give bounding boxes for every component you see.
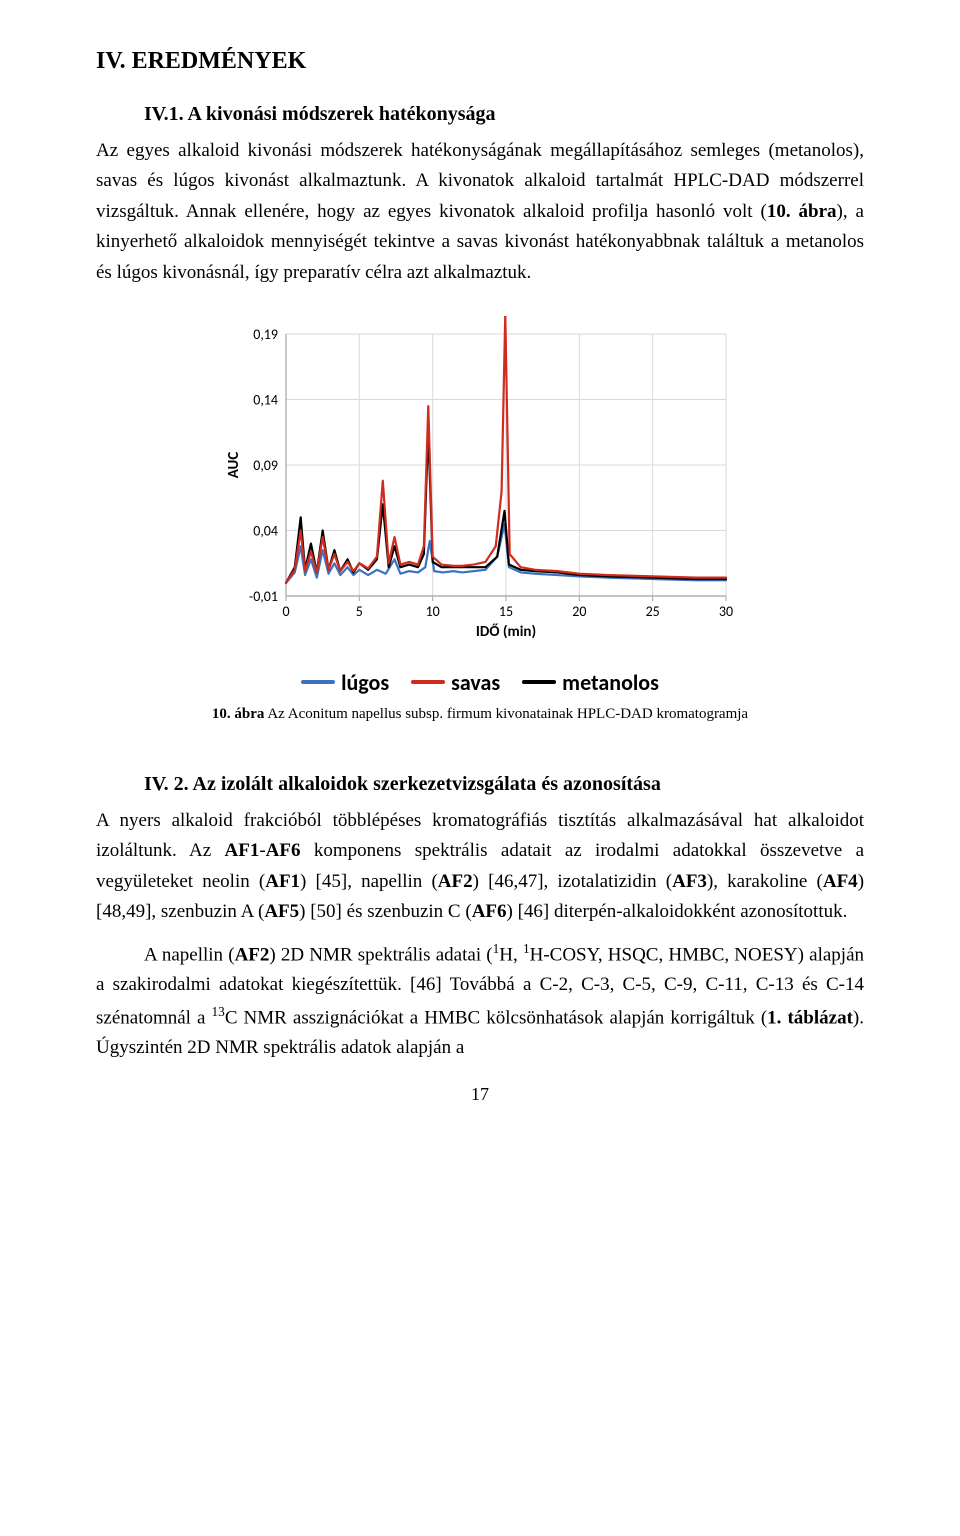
svg-text:IDŐ (min): IDŐ (min): [476, 622, 536, 641]
svg-text:-0,01: -0,01: [249, 588, 278, 605]
p1-text-a: Az egyes alkaloid kivonási módszerek hat…: [96, 140, 864, 222]
svg-text:0: 0: [282, 603, 289, 620]
caption-rest: Az Aconitum napellus subsp. firmum kivon…: [264, 706, 748, 722]
svg-text:0,14: 0,14: [253, 391, 278, 408]
s2p2-b: AF2: [235, 944, 270, 965]
chart-legend: lúgos savas metanolos: [220, 669, 740, 696]
s2p1-q: ) [46] diterpén-alkaloidokként azonosíto…: [507, 901, 848, 922]
s2p2-sup2: 1: [523, 941, 530, 956]
hplc-chromatogram-chart: -0,01 0,04 0,09 0,14 0,19 0 5 10 15 20 25 30 AUC IDŐ …: [220, 316, 740, 656]
svg-text:0,04: 0,04: [253, 522, 278, 539]
legend-item: metanolos: [522, 669, 659, 696]
section2-title: IV. 2. Az izolált alkaloidok szerkezetvi…: [96, 773, 864, 796]
legend-swatch: [522, 680, 556, 684]
svg-text:25: 25: [646, 603, 660, 620]
legend-item: lúgos: [301, 669, 389, 696]
page-h1: IV. EREDMÉNYEK: [96, 48, 864, 75]
s2p2-c: ) 2D NMR spektrális adatai (: [269, 944, 492, 965]
s2p2-g: 1. táblázat: [767, 1007, 853, 1028]
section2-p2: A napellin (AF2) 2D NMR spektrális adata…: [96, 938, 864, 1064]
chart-container: -0,01 0,04 0,09 0,14 0,19 0 5 10 15 20 25 30 AUC IDŐ …: [220, 316, 740, 696]
svg-text:5: 5: [356, 603, 363, 620]
s2p1-b: AF1: [225, 840, 260, 861]
s2p1-f: AF1: [265, 871, 300, 892]
s2p1-i: ) [46,47], izotalatizidin (: [473, 871, 672, 892]
s2p1-o: ) [50] és szenbuzin C (: [299, 901, 472, 922]
svg-text:0,19: 0,19: [253, 326, 278, 343]
section2-p1: A nyers alkaloid frakcióból többlépéses …: [96, 806, 864, 928]
svg-text:10: 10: [426, 603, 440, 620]
legend-label: lúgos: [341, 669, 389, 696]
figure-caption: 10. ábra Az Aconitum napellus subsp. fir…: [212, 706, 748, 723]
svg-text:30: 30: [719, 603, 733, 620]
s2p1-n: AF5: [264, 901, 299, 922]
legend-label: savas: [451, 669, 500, 696]
caption-bold: 10. ábra: [212, 706, 265, 722]
s2p1-g: ) [45], napellin (: [300, 871, 438, 892]
legend-label: metanolos: [562, 669, 659, 696]
s2p2-f: C NMR asszignációkat a HMBC kölcsönhatás…: [225, 1007, 767, 1028]
figure-10: -0,01 0,04 0,09 0,14 0,19 0 5 10 15 20 25 30 AUC IDŐ …: [96, 316, 864, 759]
legend-swatch: [301, 680, 335, 684]
s2p2-a: A napellin (: [144, 944, 235, 965]
legend-item: savas: [411, 669, 500, 696]
s2p1-p: AF6: [472, 901, 507, 922]
s2p1-l: AF4: [823, 871, 858, 892]
s2p2-sup3: 13: [212, 1004, 225, 1019]
s2p1-k: ), karakoline (: [707, 871, 823, 892]
p1-bold: 10. ábra: [767, 201, 837, 222]
s2p2-d: H,: [499, 944, 523, 965]
s2p1-h: AF2: [438, 871, 473, 892]
section1-title: IV.1. A kivonási módszerek hatékonysága: [96, 103, 864, 126]
legend-swatch: [411, 680, 445, 684]
s2p1-d: AF6: [266, 840, 301, 861]
svg-text:15: 15: [499, 603, 513, 620]
section1-p1: Az egyes alkaloid kivonási módszerek hat…: [96, 136, 864, 288]
svg-text:AUC: AUC: [225, 452, 243, 479]
page-number: 17: [96, 1084, 864, 1105]
s2p1-j: AF3: [672, 871, 707, 892]
svg-text:0,09: 0,09: [253, 457, 278, 474]
svg-text:20: 20: [572, 603, 586, 620]
